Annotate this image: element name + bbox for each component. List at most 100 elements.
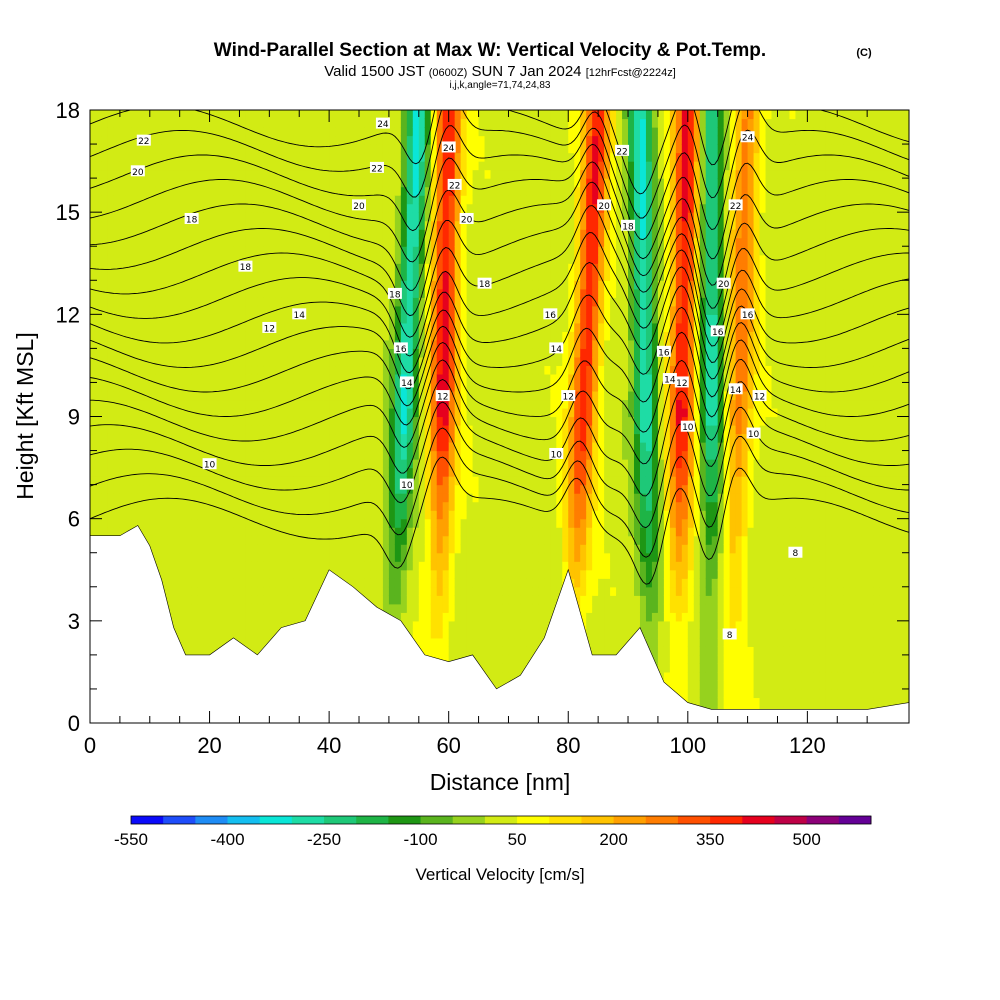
velocity-cell [496, 314, 504, 324]
velocity-cell [502, 654, 510, 664]
velocity-cell [185, 356, 193, 367]
velocity-cell [197, 203, 205, 213]
velocity-cell [137, 356, 145, 367]
velocity-cell [460, 178, 468, 188]
velocity-cell [269, 237, 276, 247]
velocity-cell [95, 407, 103, 418]
velocity-cell [161, 407, 169, 418]
velocity-cell [484, 646, 492, 656]
velocity-cell [353, 178, 360, 188]
velocity-cell [251, 280, 258, 290]
velocity-cell [239, 595, 247, 605]
velocity-cell [245, 322, 253, 332]
velocity-cell [311, 178, 318, 188]
velocity-cell [353, 561, 360, 571]
velocity-cell [257, 620, 264, 630]
velocity-cell [460, 314, 468, 324]
velocity-cell [347, 450, 354, 460]
velocity-cell [418, 203, 426, 213]
velocity-cell [293, 110, 300, 120]
velocity-cell [323, 365, 330, 375]
velocity-cell [257, 356, 264, 367]
velocity-cell [364, 280, 372, 290]
velocity-cell [221, 620, 229, 630]
velocity-cell [496, 373, 504, 384]
velocity-cell [347, 246, 354, 256]
velocity-cell [317, 390, 324, 401]
velocity-cell [269, 518, 276, 528]
velocity-cell [400, 305, 408, 315]
velocity-cell [197, 416, 205, 426]
velocity-cell [317, 433, 324, 443]
velocity-cell [341, 390, 348, 401]
velocity-cell [323, 535, 330, 545]
velocity-cell [305, 110, 312, 120]
velocity-cell [227, 365, 235, 375]
velocity-cell [293, 339, 300, 349]
velocity-cell [406, 425, 414, 435]
velocity-cell [418, 135, 426, 145]
velocity-cell [263, 297, 270, 307]
velocity-cell [179, 144, 187, 154]
velocity-cell [143, 305, 151, 315]
velocity-cell [167, 527, 175, 537]
velocity-cell [347, 578, 354, 588]
velocity-cell [442, 484, 450, 494]
velocity-cell [125, 127, 133, 137]
velocity-cell [107, 339, 115, 349]
velocity-cell [341, 552, 348, 562]
velocity-cell [382, 229, 390, 239]
velocity-cell [430, 288, 438, 298]
velocity-cell [311, 459, 318, 469]
velocity-cell [364, 203, 372, 213]
velocity-cell [233, 493, 241, 503]
velocity-cell [227, 118, 235, 128]
velocity-cell [137, 110, 145, 120]
velocity-cell [347, 382, 354, 392]
velocity-cell [143, 271, 151, 281]
velocity-cell [496, 288, 504, 298]
velocity-cell [107, 425, 115, 435]
velocity-cell [161, 118, 169, 128]
velocity-cell [400, 322, 408, 332]
velocity-cell [353, 510, 360, 520]
velocity-cell [149, 459, 157, 469]
velocity-cell [251, 178, 258, 188]
velocity-cell [382, 442, 390, 452]
velocity-cell [418, 382, 426, 392]
velocity-cell [394, 425, 402, 435]
velocity-cell [275, 178, 282, 188]
velocity-cell [376, 467, 384, 477]
velocity-cell [341, 339, 348, 349]
velocity-cell [215, 246, 223, 256]
velocity-cell [388, 390, 396, 401]
velocity-cell [287, 484, 294, 494]
velocity-cell [436, 535, 444, 545]
velocity-cell [251, 561, 258, 571]
velocity-cell [275, 348, 282, 358]
velocity-cell [436, 518, 444, 528]
velocity-cell [311, 237, 318, 247]
velocity-cell [233, 476, 241, 486]
velocity-cell [245, 493, 253, 503]
velocity-cell [173, 203, 181, 213]
velocity-cell [107, 220, 115, 230]
velocity-cell [323, 305, 330, 315]
velocity-cell [418, 586, 426, 596]
velocity-cell [436, 484, 444, 494]
velocity-cell [245, 169, 253, 179]
velocity-cell [400, 263, 408, 273]
velocity-cell [161, 416, 169, 426]
velocity-cell [418, 195, 426, 205]
velocity-cell [448, 493, 456, 503]
velocity-cell [167, 297, 175, 307]
velocity-cell [101, 373, 109, 384]
velocity-cell [490, 518, 498, 528]
velocity-cell [233, 399, 241, 409]
velocity-cell [95, 365, 103, 375]
velocity-cell [275, 578, 282, 588]
velocity-cell [436, 280, 444, 290]
velocity-cell [394, 161, 402, 171]
velocity-cell [406, 467, 414, 477]
velocity-cell [299, 254, 306, 264]
